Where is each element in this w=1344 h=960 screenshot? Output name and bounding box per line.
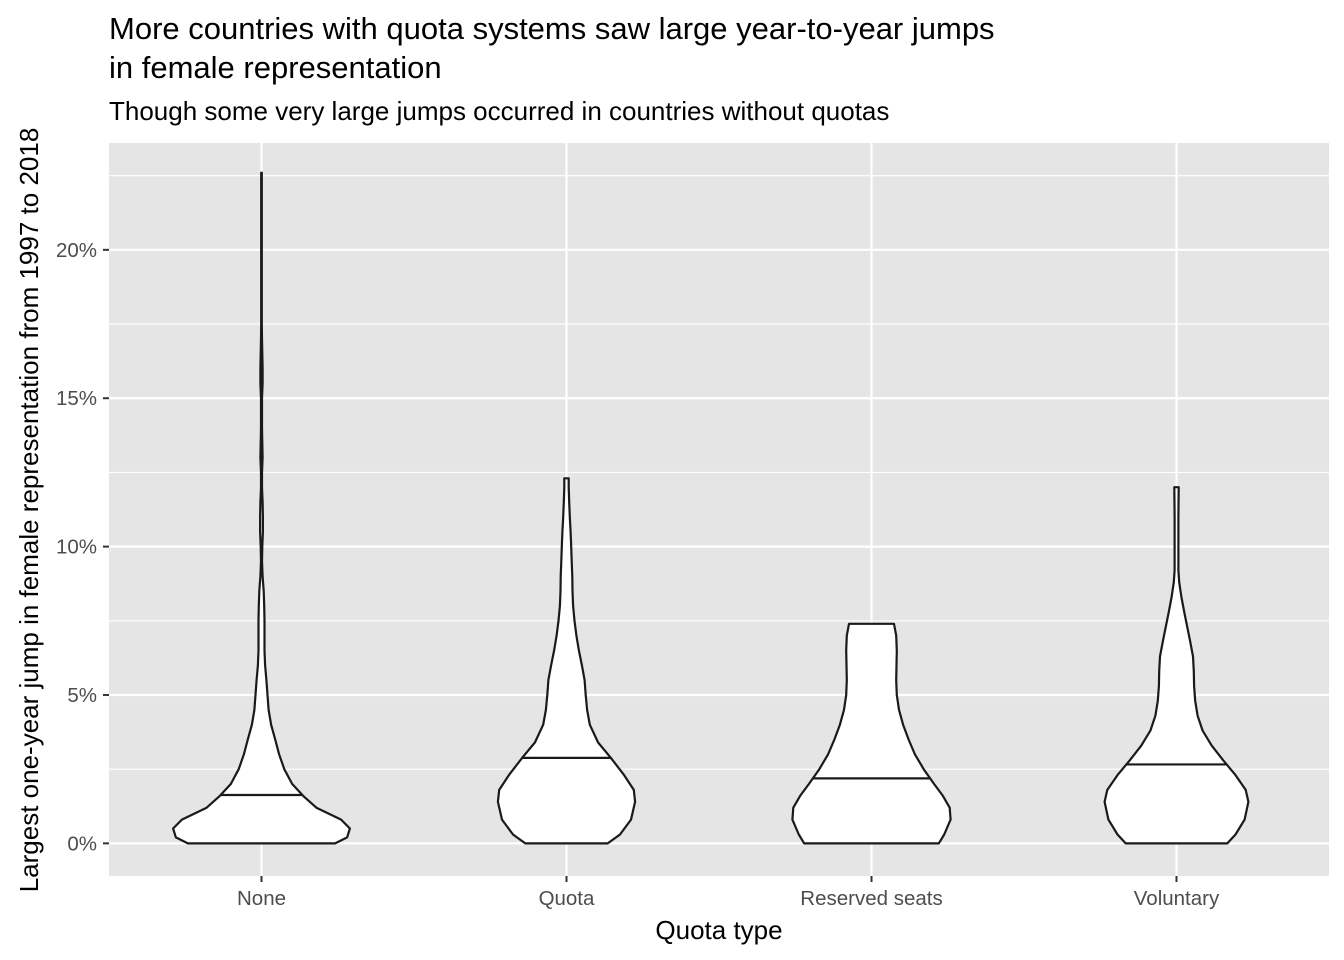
y-tick-label-1: 5%: [67, 684, 97, 707]
violin-reserved-seats: [791, 622, 952, 845]
x-axis: None Quota Reserved seats Voluntary: [237, 876, 1220, 910]
violin-voluntary: [1103, 486, 1250, 845]
x-tick-label-reserved-seats: Reserved seats: [800, 887, 942, 910]
violin-quota: [496, 477, 637, 845]
y-tick-label-0: 0%: [67, 832, 97, 855]
y-tick-label-3: 15%: [56, 387, 97, 410]
x-tick-label-quota: Quota: [539, 887, 595, 910]
chart-title-line-2: in female representation: [109, 50, 442, 85]
y-axis-title: Largest one-year jump in female represen…: [14, 128, 44, 893]
violin-shape: [1103, 486, 1250, 845]
y-tick-label-2: 10%: [56, 536, 97, 559]
violin-none: [172, 171, 351, 845]
chart-subtitle: Though some very large jumps occurred in…: [109, 96, 889, 126]
chart-title-line-1: More countries with quota systems saw la…: [109, 11, 995, 46]
violins-layer: [172, 171, 1250, 845]
x-axis-title: Quota type: [655, 915, 782, 945]
violin-shape: [791, 622, 952, 845]
x-tick-label-voluntary: Voluntary: [1134, 887, 1220, 910]
x-tick-label-none: None: [237, 887, 286, 910]
y-axis: 0% 5% 10% 15% 20%: [56, 239, 109, 855]
violin-shape: [172, 171, 351, 845]
violin-shape: [496, 477, 637, 845]
plot-panel: [109, 143, 1329, 876]
y-tick-label-4: 20%: [56, 239, 97, 262]
